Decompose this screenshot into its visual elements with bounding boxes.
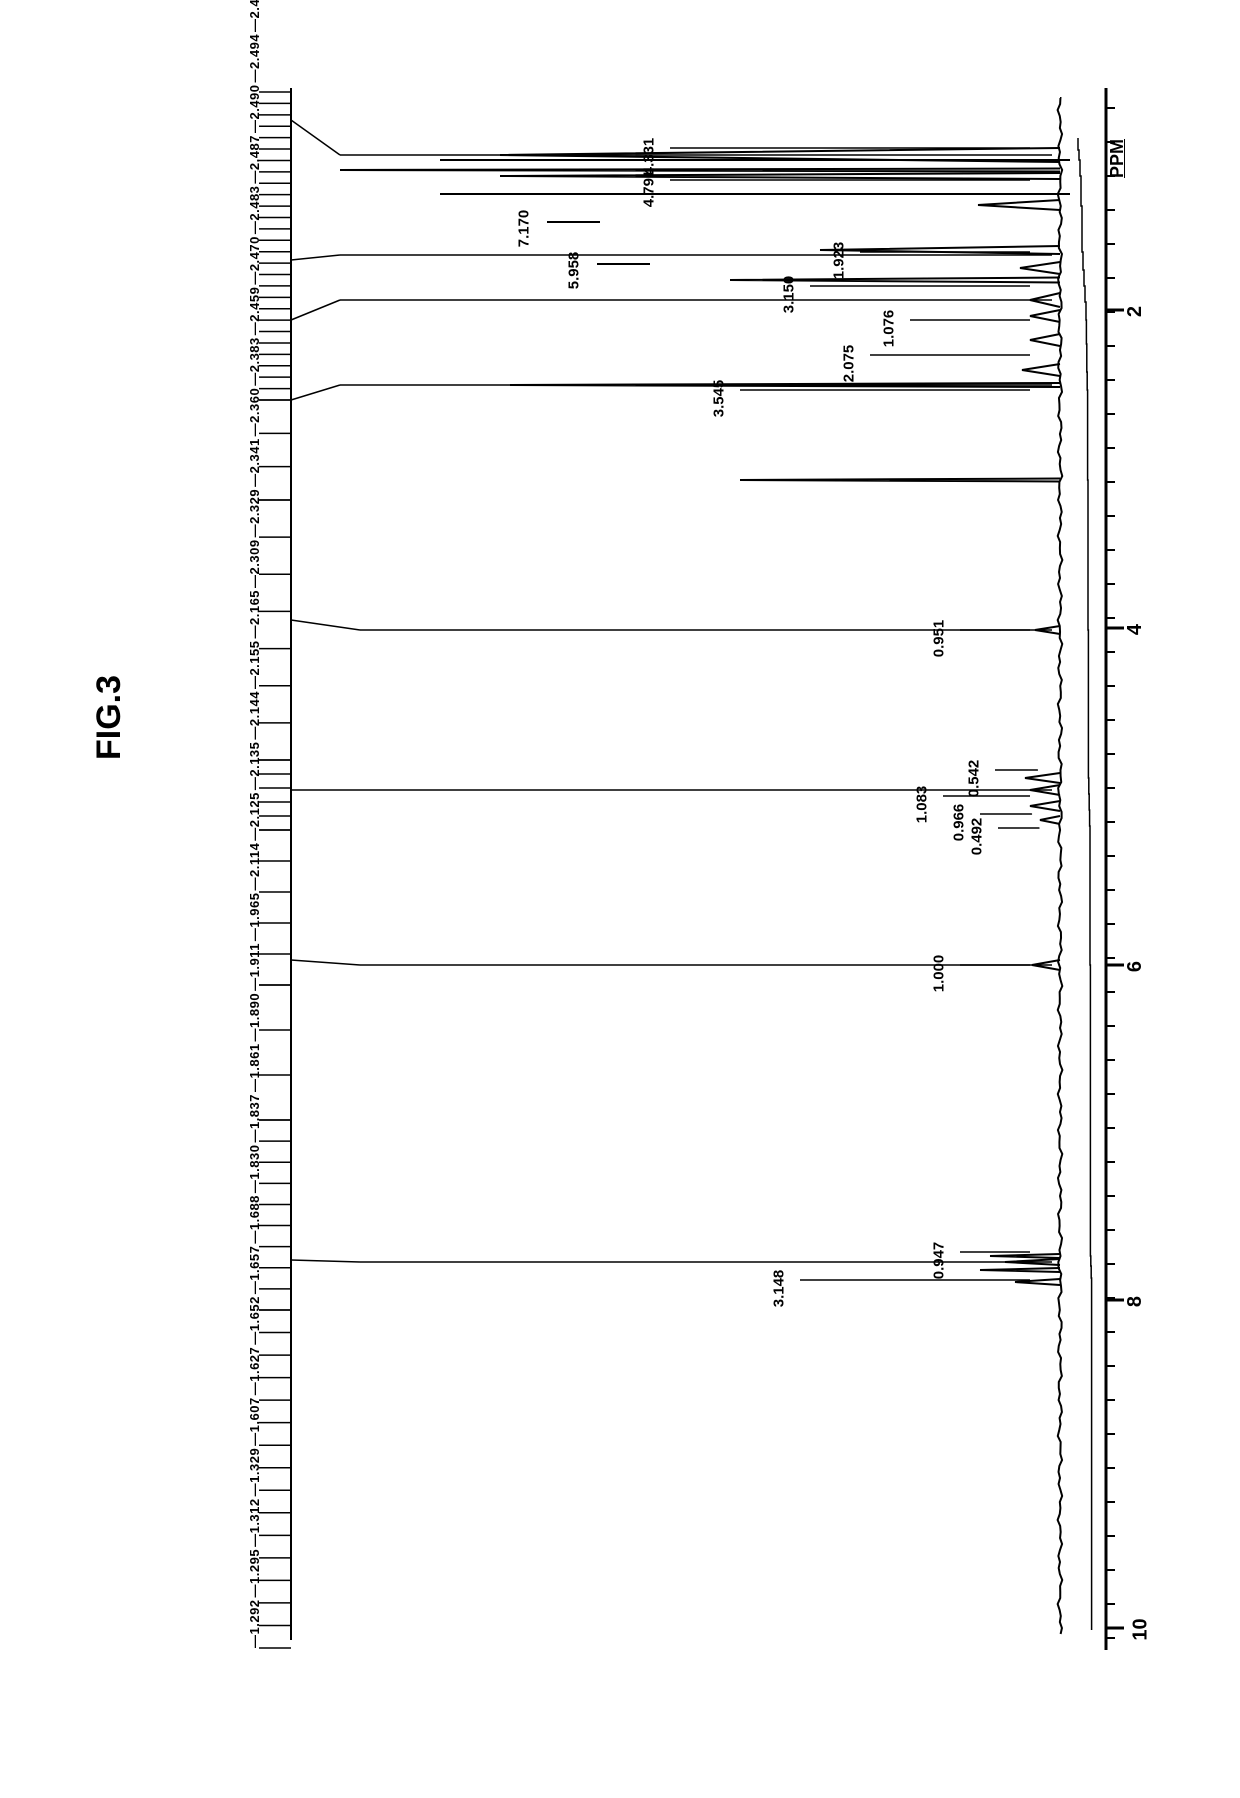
- peak-value-label: 5.958: [565, 252, 582, 290]
- peak-value-label: 7.170: [515, 210, 532, 248]
- integration-value: 1.076: [880, 310, 897, 348]
- integration-value: 0.492: [968, 818, 985, 856]
- axis-tick-6: 6: [1124, 961, 1147, 972]
- spectrum-svg: [0, 0, 1240, 1798]
- integration-value: 3.148: [770, 1270, 787, 1308]
- integration-value: 2.075: [840, 345, 857, 383]
- integration-value: 0.966: [950, 804, 967, 842]
- axis-label-ppm: PPM: [1107, 139, 1128, 178]
- axis-tick-4: 4: [1124, 624, 1147, 635]
- integration-value: 1.000: [930, 955, 947, 993]
- nmr-spectrum-page: FIG.3 —1.292—1.295—1.312—1.329—1.607—1.6…: [0, 0, 1240, 1798]
- axis-tick-8: 8: [1124, 1296, 1147, 1307]
- integration-value: 0.542: [965, 760, 982, 798]
- integration-value: 0.947: [930, 1242, 947, 1280]
- integration-value: 4.791: [640, 170, 657, 208]
- integration-value: 0.951: [930, 620, 947, 658]
- integration-value: 1.083: [913, 786, 930, 824]
- integration-value: 3.150: [780, 276, 797, 314]
- axis-tick-2: 2: [1124, 306, 1147, 317]
- integration-value: 3.545: [710, 380, 727, 418]
- axis-tick-10: 10: [1130, 1618, 1153, 1640]
- integration-value: 1.923: [830, 242, 847, 280]
